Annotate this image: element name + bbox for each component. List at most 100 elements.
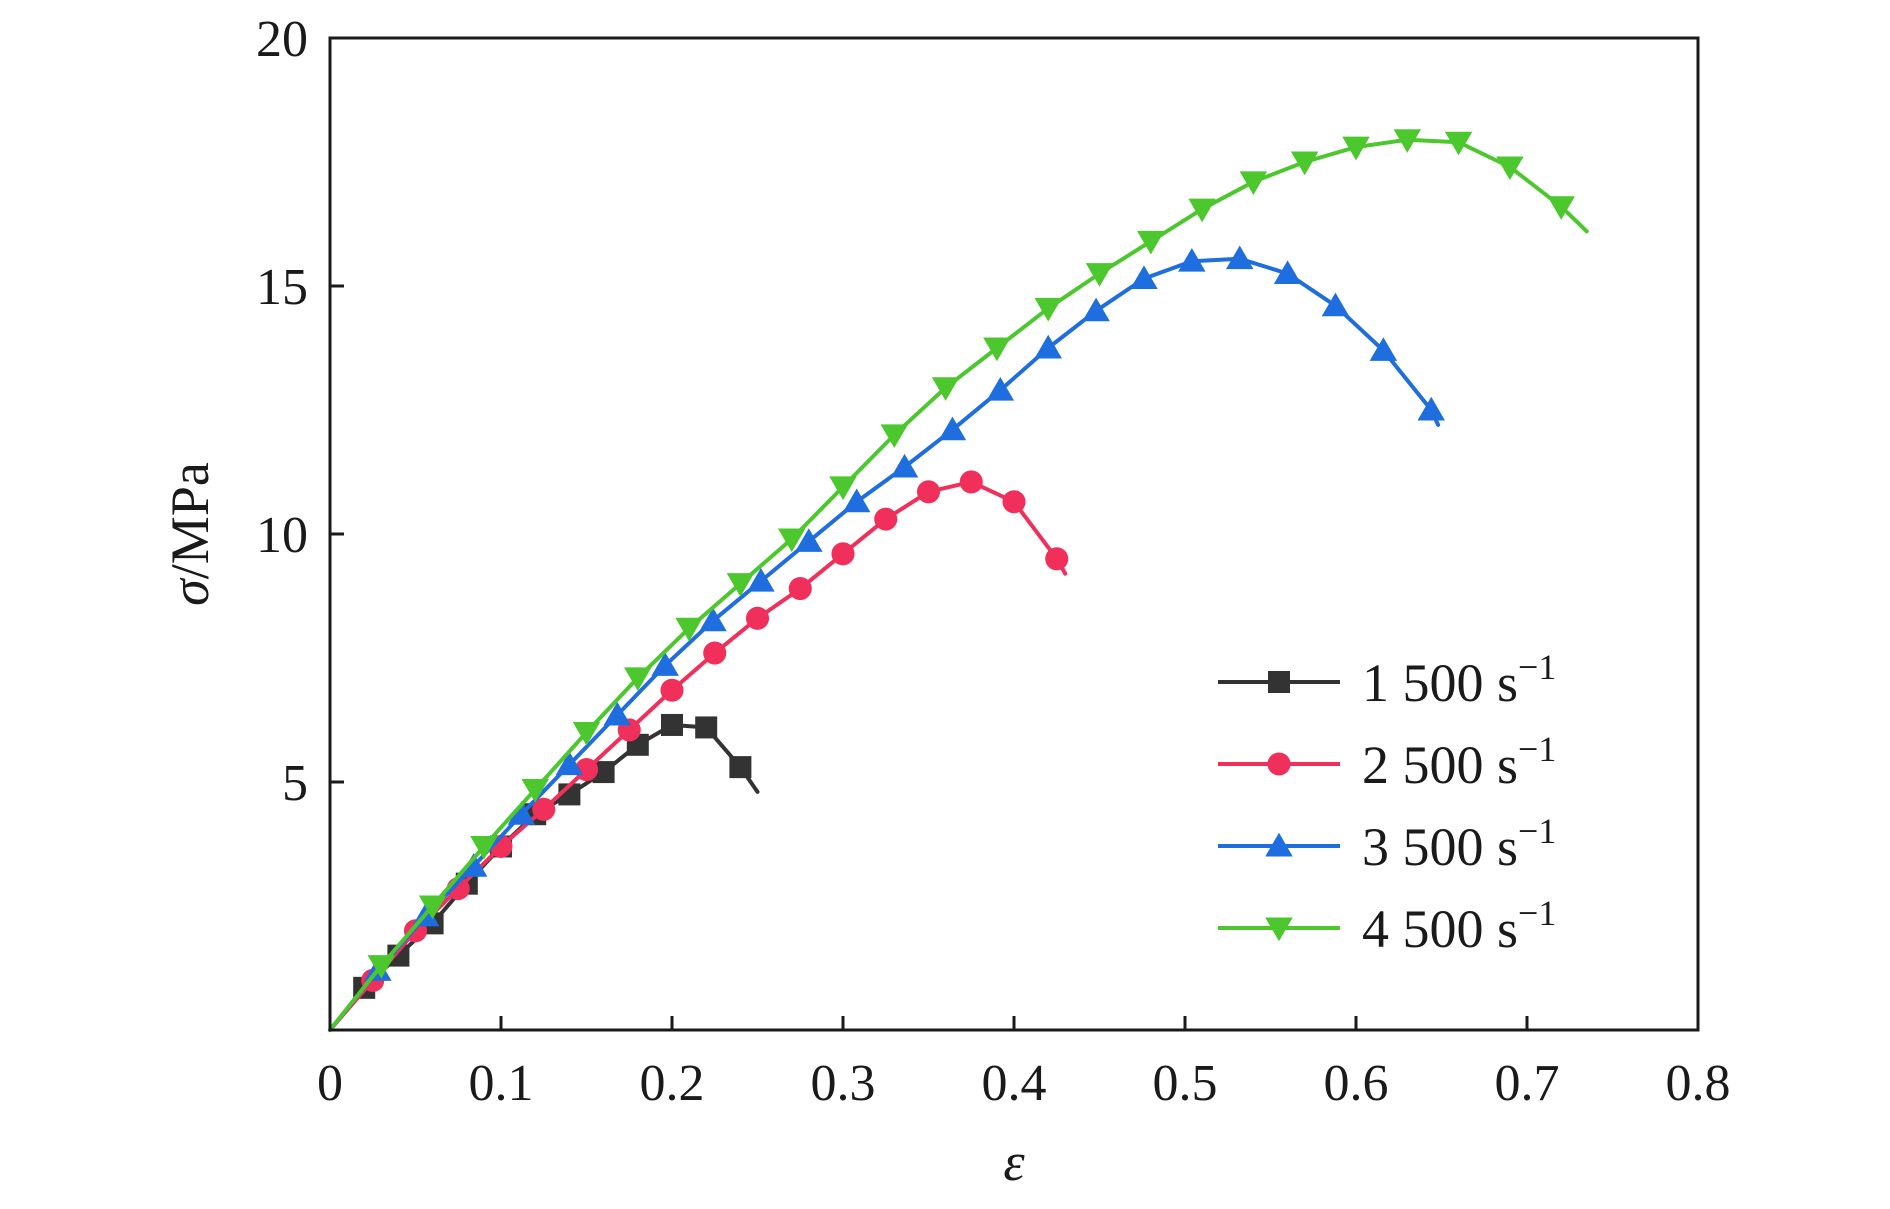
y-axis: 5 10 15 20 [256,11,344,812]
circle-marker [1267,752,1291,776]
data-point [938,416,967,441]
y-tick-label: 5 [282,755,308,812]
data-point [726,573,755,597]
y-tick-label: 20 [256,11,308,68]
plot-area [328,129,1589,1032]
data-point [1034,334,1062,359]
data-point [660,678,684,702]
data-point [986,376,1015,401]
series-4 [328,129,1589,1032]
data-point [1082,297,1110,322]
data-point [931,377,960,401]
data-point [1178,248,1206,272]
legend-item: 3 500 s−1 [1218,811,1556,877]
data-point [651,652,679,676]
data-point [624,667,652,692]
data-point [675,617,703,642]
data-point [1417,396,1445,421]
data-point [1444,131,1473,156]
data-point [829,476,857,501]
series-1 [328,713,760,1032]
data-point [1547,196,1575,220]
legend-label: 3 500 s−1 [1362,811,1556,877]
x-axis: 0 0.1 0.2 0.3 0.4 0.5 0.6 0.7 0.8 [317,1016,1731,1112]
data-point [603,701,632,726]
data-point [661,713,683,736]
data-point [777,528,806,553]
data-point [1393,129,1422,153]
data-point [983,337,1011,362]
legend-label: 2 500 s−1 [1362,729,1556,795]
data-point [699,607,727,632]
data-point [1137,230,1165,255]
data-point [1273,260,1302,285]
legend-item: 1 500 s−1 [1218,647,1556,713]
data-point [703,641,727,665]
x-tick-label: 0.5 [1153,1055,1218,1112]
data-point [1188,198,1216,223]
series-line [328,256,1441,1032]
data-point [745,606,770,630]
data-point [418,895,447,920]
data-point [470,836,498,860]
data-point [1342,136,1370,161]
legend-label: 4 500 s−1 [1362,893,1556,959]
data-point [729,756,752,779]
legend-label: 1 500 s−1 [1362,647,1556,713]
data-point [1045,547,1069,571]
data-point [747,567,775,592]
data-point [507,801,536,825]
data-point [842,488,871,513]
data-point [1085,263,1114,287]
data-point [1034,297,1062,322]
triangle-up-marker [1265,832,1293,857]
x-tick-label: 0.3 [811,1055,876,1112]
data-point [959,470,983,494]
y-tick-label: 10 [256,507,308,564]
data-point [890,453,919,478]
series-line [328,479,1068,1032]
x-axis-label: ε [1003,1132,1025,1192]
data-point [1130,265,1158,290]
y-axis-label: σ/MPa [160,462,220,606]
data-point [916,480,941,504]
legend-item: 4 500 s−1 [1218,893,1556,959]
data-point [532,797,556,821]
legend-item: 2 500 s−1 [1218,729,1556,795]
data-point [831,542,855,566]
data-point [459,853,488,877]
data-point [1321,292,1350,317]
data-point [555,751,584,776]
series-2 [328,470,1069,1032]
x-tick-label: 0 [317,1055,343,1112]
x-tick-label: 0.2 [640,1055,705,1112]
plot-frame [328,36,1700,1032]
x-tick-label: 0.6 [1324,1055,1389,1112]
data-point [592,761,615,784]
data-point [574,758,599,782]
data-point [572,721,601,746]
series-line [328,137,1589,1032]
y-tick-label: 15 [256,259,308,316]
legend: 1 500 s−1 2 500 s−1 3 500 s−1 4 500 s−1 [1218,647,1556,959]
series-line [328,723,760,1032]
data-point [521,778,549,803]
data-point [874,507,898,531]
data-point [1290,151,1319,176]
x-tick-label: 0.1 [469,1055,534,1112]
data-point [1369,337,1398,361]
data-point [367,955,396,979]
data-point [1225,245,1254,270]
data-point [1002,490,1026,514]
triangle-down-marker [1265,917,1293,942]
data-point [695,716,718,739]
data-point [795,528,823,552]
x-tick-label: 0.8 [1666,1055,1731,1112]
x-tick-label: 0.4 [982,1055,1047,1112]
data-point [880,424,909,448]
x-tick-label: 0.7 [1495,1055,1560,1112]
series-3 [328,245,1445,1032]
square-marker [1268,671,1290,693]
data-point [1239,171,1268,196]
